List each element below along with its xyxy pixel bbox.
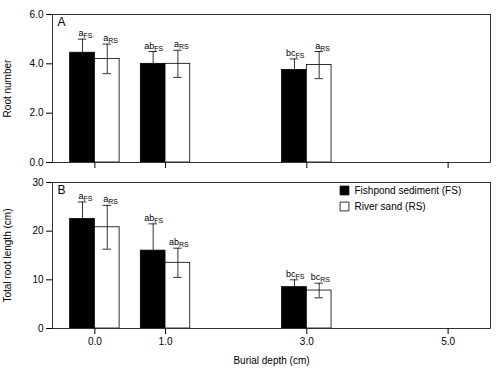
- svg-text:RS: RS: [179, 241, 189, 248]
- svg-text:RS: RS: [108, 37, 118, 44]
- svg-text:a: a: [78, 28, 84, 39]
- svg-text:bc: bc: [286, 48, 296, 58]
- svg-text:FS: FS: [295, 52, 304, 59]
- svg-text:ab: ab: [144, 213, 154, 223]
- svg-text:10: 10: [32, 274, 44, 285]
- svg-text:2.0: 2.0: [30, 107, 44, 118]
- svg-text:FS: FS: [154, 45, 163, 52]
- svg-text:4.0: 4.0: [30, 58, 44, 69]
- svg-text:30: 30: [32, 177, 44, 188]
- svg-text:FS: FS: [84, 195, 93, 202]
- svg-text:1.0: 1.0: [159, 336, 173, 347]
- svg-text:FS: FS: [295, 273, 304, 280]
- svg-text:ab: ab: [169, 237, 179, 247]
- svg-text:River sand (RS): River sand (RS): [355, 201, 426, 212]
- svg-text:a: a: [173, 39, 179, 50]
- svg-text:A: A: [58, 15, 66, 29]
- svg-text:0.0: 0.0: [88, 336, 102, 347]
- svg-text:Total root length (cm): Total root length (cm): [2, 209, 13, 303]
- svg-text:RS: RS: [179, 43, 189, 50]
- svg-text:Root number: Root number: [2, 59, 13, 117]
- svg-text:a: a: [103, 33, 109, 44]
- svg-text:20: 20: [32, 225, 44, 236]
- svg-text:Burial depth (cm): Burial depth (cm): [233, 355, 309, 366]
- svg-text:a: a: [78, 191, 84, 201]
- svg-text:a: a: [103, 194, 109, 205]
- svg-text:0.0: 0.0: [30, 157, 44, 168]
- svg-text:B: B: [58, 183, 66, 197]
- svg-text:FS: FS: [84, 32, 93, 39]
- svg-text:bc: bc: [311, 272, 321, 282]
- svg-text:a: a: [315, 40, 321, 51]
- svg-text:bc: bc: [286, 269, 296, 279]
- svg-text:3.0: 3.0: [300, 336, 314, 347]
- svg-text:RS: RS: [320, 276, 330, 283]
- svg-text:RS: RS: [320, 45, 330, 52]
- svg-text:5.0: 5.0: [441, 336, 455, 347]
- svg-text:FS: FS: [154, 217, 163, 224]
- svg-text:ab: ab: [144, 41, 154, 51]
- svg-text:0: 0: [38, 323, 44, 334]
- svg-text:Fishpond sediment (FS): Fishpond sediment (FS): [355, 185, 462, 196]
- svg-text:RS: RS: [108, 198, 118, 205]
- svg-text:6.0: 6.0: [30, 9, 44, 20]
